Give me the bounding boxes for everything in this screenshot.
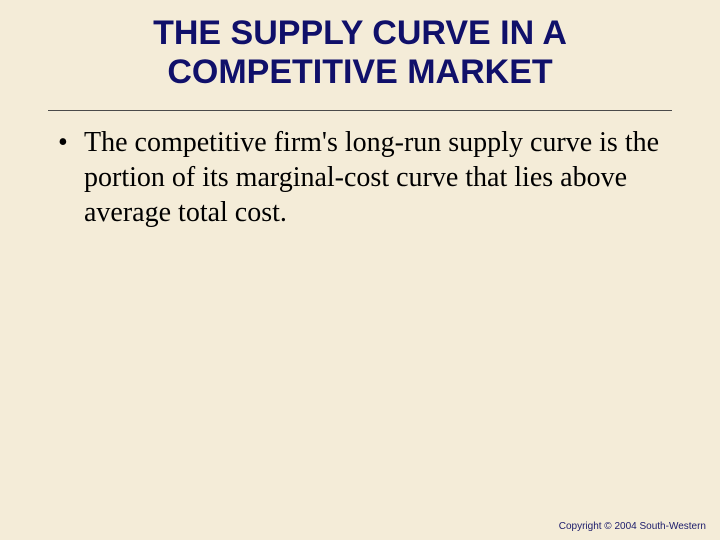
bullet-text-emphasis: long-run supply curve: [345, 127, 592, 158]
bullet-marker-icon: •: [58, 125, 84, 161]
slide: THE SUPPLY CURVE IN A COMPETITIVE MARKET…: [0, 0, 720, 540]
bullet-text: The competitive firm's long-run supply c…: [84, 125, 662, 230]
slide-title: THE SUPPLY CURVE IN A COMPETITIVE MARKET: [40, 14, 680, 92]
bullet-item: • The competitive firm's long-run supply…: [58, 125, 662, 230]
body-area: • The competitive firm's long-run supply…: [40, 125, 680, 230]
bullet-text-pre: The competitive firm's: [84, 127, 345, 158]
copyright-text: Copyright © 2004 South-Western: [559, 521, 706, 532]
title-divider: [48, 110, 672, 111]
